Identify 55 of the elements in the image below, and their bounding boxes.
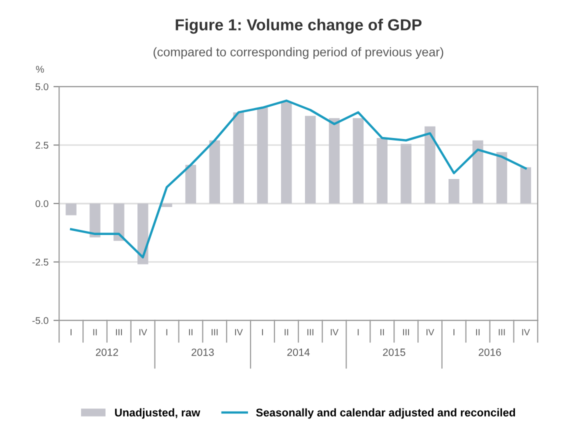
bar xyxy=(496,152,508,204)
x-tick-label: I xyxy=(262,329,263,336)
text: 2016 xyxy=(478,348,501,356)
y-tick-label: -2.5 xyxy=(32,258,48,266)
y-tick-label: -5.0 xyxy=(32,317,48,324)
x-tick-label: IV xyxy=(139,329,148,336)
x-tick-label: IV xyxy=(426,329,434,336)
text: 2012 xyxy=(96,348,118,356)
text: 2013 xyxy=(192,348,214,356)
x-tick-label: II xyxy=(93,329,97,336)
x-tick-label: I xyxy=(70,329,72,336)
bar xyxy=(137,204,148,264)
bar xyxy=(233,112,244,204)
bar xyxy=(400,144,412,204)
bar xyxy=(448,178,460,204)
x-tick-label: I xyxy=(166,329,168,336)
bar xyxy=(114,204,124,241)
x-tick-label: II xyxy=(476,329,480,336)
x-tick-label: I xyxy=(358,329,359,336)
bar xyxy=(257,108,268,204)
x-tick-label: II xyxy=(380,329,384,336)
bar xyxy=(520,167,532,204)
legend-label: Unadjusted, raw xyxy=(115,408,200,419)
bar xyxy=(161,204,172,208)
text: 2014 xyxy=(287,348,310,356)
bar xyxy=(66,204,76,216)
y-axis-title: % xyxy=(36,66,44,73)
y-tick-label: 0.0 xyxy=(36,200,48,208)
text: 2015 xyxy=(383,348,406,356)
x-tick-label: III xyxy=(116,329,122,336)
bar xyxy=(209,140,220,204)
y-tick-label: 2.5 xyxy=(36,142,48,149)
bar xyxy=(90,204,100,238)
chart-title: Figure 1: Volume change of GDP xyxy=(176,18,422,34)
chart-subtitle: (compared to corresponding period of previous year) xyxy=(154,47,444,59)
x-tick-label: II xyxy=(284,329,288,336)
bar xyxy=(304,116,316,204)
x-tick-label: III xyxy=(403,329,409,336)
x-tick-label: II xyxy=(189,329,192,336)
legend-label: Seasonally and calendar adjusted and reconciled xyxy=(256,408,516,419)
x-tick-label: IV xyxy=(522,329,530,336)
bar xyxy=(281,102,292,204)
line-series xyxy=(70,100,527,258)
y-tick-label: 5.0 xyxy=(36,83,48,90)
x-tick-label: III xyxy=(307,329,314,336)
x-tick-label: IV xyxy=(235,329,243,336)
bar xyxy=(352,118,364,204)
x-tick-label: IV xyxy=(330,329,339,336)
bar xyxy=(472,140,484,204)
x-tick-label: III xyxy=(212,329,218,336)
bar xyxy=(185,164,196,204)
bar xyxy=(376,138,388,204)
x-tick-label: III xyxy=(498,329,505,336)
bar xyxy=(328,118,340,204)
bar xyxy=(424,126,436,204)
